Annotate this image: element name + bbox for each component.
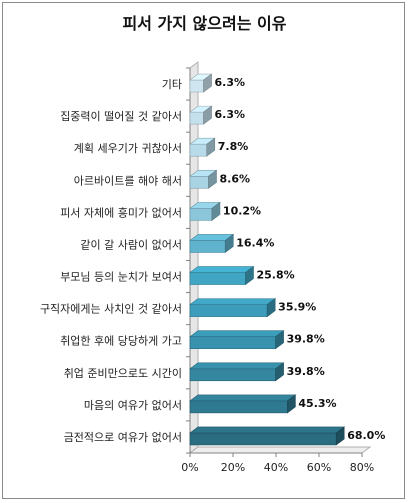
bar bbox=[189, 336, 276, 350]
x-tick-label: 60% bbox=[307, 461, 331, 474]
x-tick-label: 80% bbox=[350, 461, 374, 474]
bar bbox=[189, 272, 246, 285]
bar-end-face bbox=[203, 105, 212, 125]
bar-end-face bbox=[211, 201, 221, 221]
category-label: 금전적으로 여유가 없어서 bbox=[64, 431, 182, 444]
category-label: 같이 갈 사람이 없어서 bbox=[80, 237, 182, 251]
category-label: 구직자에게는 사치인 것 같아서 bbox=[40, 303, 182, 316]
x-tick-label: 20% bbox=[221, 461, 245, 474]
value-label: 10.2% bbox=[223, 204, 261, 217]
category-label: 아르바이트를 해야 해서 bbox=[74, 173, 182, 187]
x-tick-label: 0% bbox=[181, 461, 198, 474]
bar-end-face bbox=[287, 394, 296, 414]
bar-end-face bbox=[275, 330, 284, 350]
value-label: 39.8% bbox=[287, 333, 325, 346]
value-label: 35.9% bbox=[278, 301, 316, 314]
bar bbox=[189, 111, 204, 125]
bar-end-face bbox=[335, 426, 345, 446]
bar bbox=[189, 143, 208, 157]
bar-end-face bbox=[275, 362, 284, 382]
value-label: 45.3% bbox=[298, 397, 336, 410]
bar bbox=[189, 240, 226, 253]
bar bbox=[189, 79, 204, 93]
value-label: 8.6% bbox=[219, 172, 250, 185]
category-label: 피서 자체에 흥미가 없어서 bbox=[60, 205, 182, 219]
bar-end-face bbox=[208, 169, 217, 189]
category-label: 취업한 후에 당당하게 가고 bbox=[60, 334, 182, 348]
bar-end-face bbox=[206, 137, 216, 157]
value-label: 16.4% bbox=[236, 236, 274, 249]
category-label: 취업 준비만으로도 시간이 bbox=[64, 367, 182, 380]
bar bbox=[189, 175, 209, 189]
bar-end-face bbox=[245, 265, 254, 286]
value-label: 6.3% bbox=[215, 76, 246, 89]
value-label: 39.8% bbox=[287, 365, 325, 378]
value-label: 25.8% bbox=[256, 269, 294, 282]
value-label: 6.3% bbox=[215, 108, 246, 121]
value-label: 68.0% bbox=[347, 429, 385, 442]
plot-floor bbox=[188, 446, 372, 454]
bar-end-face bbox=[266, 298, 276, 318]
bar bbox=[189, 304, 268, 317]
bar bbox=[189, 208, 213, 221]
bar-end-face bbox=[224, 233, 234, 254]
value-label: 7.8% bbox=[218, 140, 249, 153]
category-label: 계획 세우기가 귀찮아서 bbox=[74, 142, 182, 155]
chart-title: 피서 가지 않으려는 이유 bbox=[122, 14, 287, 33]
bar-top-face bbox=[189, 426, 346, 434]
bar-top-face bbox=[189, 362, 285, 370]
bar-top-face bbox=[189, 266, 255, 273]
bar-end-face bbox=[203, 73, 212, 93]
bar-top-face bbox=[189, 298, 277, 305]
category-label: 집중력이 떨어질 것 같아서 bbox=[60, 110, 182, 123]
category-label: 기타 bbox=[162, 78, 182, 91]
bar-top-face bbox=[189, 330, 285, 338]
bar bbox=[189, 368, 276, 382]
bar bbox=[189, 400, 288, 414]
x-tick-label: 40% bbox=[264, 461, 288, 474]
category-label: 마음의 여유가 없어서 bbox=[84, 399, 182, 412]
category-label: 부모님 등의 눈치가 보여서 bbox=[60, 271, 182, 284]
bar-top-face bbox=[189, 394, 297, 402]
bar bbox=[189, 432, 337, 446]
